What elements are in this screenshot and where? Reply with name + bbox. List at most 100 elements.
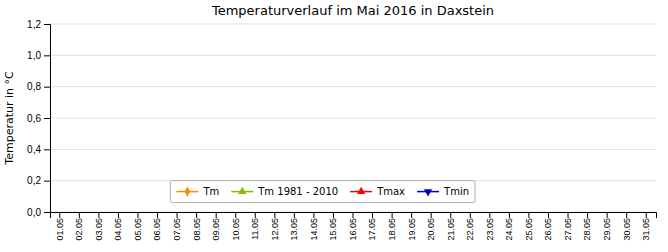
x-tick: 07.05 (172, 212, 182, 241)
legend-label: Tmax (376, 186, 405, 197)
x-tick-label: 05.05 (133, 218, 143, 241)
x-tick: 27.05 (563, 212, 573, 241)
x-tick-label: 20.05 (426, 218, 436, 241)
x-tick-label: 10.05 (231, 218, 241, 241)
x-tick-mark (528, 212, 529, 218)
x-tick: 21.05 (446, 212, 456, 241)
x-tick-label: 09.05 (211, 218, 221, 241)
x-tick: 25.05 (524, 212, 534, 241)
x-tick-mark (626, 212, 627, 218)
y-tick-mark (44, 212, 50, 213)
x-tick-mark (157, 212, 158, 218)
x-tick-mark (313, 212, 314, 218)
x-tick: 11.05 (250, 212, 260, 240)
grid-line (50, 149, 656, 150)
y-axis-title: Temperatur in °C (3, 71, 16, 166)
x-tick-label: 18.05 (387, 218, 397, 241)
x-tick-label: 11.05 (250, 218, 260, 240)
x-tick-label: 17.05 (367, 218, 377, 241)
y-tick: 0,8 (27, 81, 50, 92)
x-tick: 31.05 (641, 212, 651, 241)
x-tick: 02.05 (74, 212, 84, 241)
x-tick-mark (255, 212, 256, 218)
grid-line (50, 118, 656, 119)
y-tick: 0,0 (27, 207, 50, 218)
x-tick-label: 08.05 (191, 218, 201, 241)
x-tick-mark (177, 212, 178, 218)
y-tick: 0,2 (27, 175, 50, 186)
x-axis-line (51, 213, 657, 219)
x-tick-mark (548, 212, 549, 218)
x-tick-mark (333, 212, 334, 218)
x-tick-mark (372, 212, 373, 218)
x-tick: 12.05 (270, 212, 280, 241)
y-tick-mark (44, 181, 50, 182)
x-tick: 03.05 (94, 212, 104, 241)
x-tick-label: 04.05 (113, 218, 123, 241)
y-tick: 1,2 (27, 19, 50, 30)
title: Temperaturverlauf im Mai 2016 in Daxstei… (211, 3, 494, 18)
legend-marker (238, 187, 246, 194)
x-tick-label: 19.05 (407, 218, 417, 241)
x-tick-mark (489, 212, 490, 218)
x-tick-mark (646, 212, 647, 218)
y-tick: 0,6 (27, 113, 50, 124)
y-tick-label: 1,0 (27, 50, 41, 61)
x-tick-label: 26.05 (543, 218, 553, 241)
x-tick: 08.05 (191, 212, 201, 241)
y-axis-line (44, 25, 51, 213)
x-tick: 16.05 (348, 212, 358, 241)
x-tick: 05.05 (133, 212, 143, 241)
x-tick: 26.05 (543, 212, 553, 241)
x-tick-label: 27.05 (563, 218, 573, 241)
y-tick-label: 0,4 (27, 144, 41, 155)
x-tick-mark (216, 212, 217, 218)
legend-item: Tm 1981 - 2010 (231, 186, 338, 197)
x-tick: 18.05 (387, 212, 397, 241)
x-tick-label: 25.05 (524, 218, 534, 241)
y-tick-label: 0,0 (27, 207, 41, 218)
x-tick: 23.05 (485, 212, 495, 241)
chart: 01.0502.0503.0504.0505.0506.0507.0508.05… (0, 0, 668, 252)
x-tick: 04.05 (113, 212, 123, 241)
x-tick-mark (98, 212, 99, 218)
x-tick-mark (607, 212, 608, 218)
x-tick-mark (274, 212, 275, 218)
x-tick-mark (353, 212, 354, 218)
x-tick-label: 22.05 (465, 218, 475, 241)
y-tick-label: 1,2 (27, 19, 41, 30)
x-tick: 09.05 (211, 212, 221, 241)
grid (50, 24, 656, 212)
x-tick: 17.05 (367, 212, 377, 241)
x-tick-label: 23.05 (485, 218, 495, 241)
y-tick-mark (44, 149, 50, 150)
x-tick-mark (79, 212, 80, 218)
x-tick-mark (450, 212, 451, 218)
legend-label: Tm 1981 - 2010 (257, 186, 338, 197)
x-tick-mark (470, 212, 471, 218)
x-tick-label: 03.05 (94, 218, 104, 241)
x-tick-label: 07.05 (172, 218, 182, 241)
x-tick-mark (431, 212, 432, 218)
y-tick-label: 0,2 (27, 175, 41, 186)
y-tick-mark (44, 87, 50, 88)
x-tick: 15.05 (328, 212, 338, 241)
x-tick: 01.05 (55, 212, 65, 241)
x-tick-mark (196, 212, 197, 218)
x-tick-label: 24.05 (504, 218, 514, 241)
grid-line (50, 24, 656, 25)
legend-label: Tm (202, 186, 219, 197)
y-axis: 0,0 0,2 0,4 0,6 0,8 1,0 1,2 (27, 19, 50, 218)
x-tick-label: 02.05 (74, 218, 84, 241)
x-tick-mark (118, 212, 119, 218)
y-tick-mark (44, 24, 50, 25)
legend-item: Tm (176, 186, 219, 197)
x-tick-mark (59, 212, 60, 218)
y-tick-mark (44, 118, 50, 119)
y-tick-label: 0,8 (27, 81, 41, 92)
x-tick-label: 29.05 (602, 218, 612, 241)
x-tick-mark (568, 212, 569, 218)
y-tick-label: 0,6 (27, 113, 41, 124)
x-tick-label: 15.05 (328, 218, 338, 241)
legend: TmTm 1981 - 2010TmaxTmin (170, 181, 475, 203)
